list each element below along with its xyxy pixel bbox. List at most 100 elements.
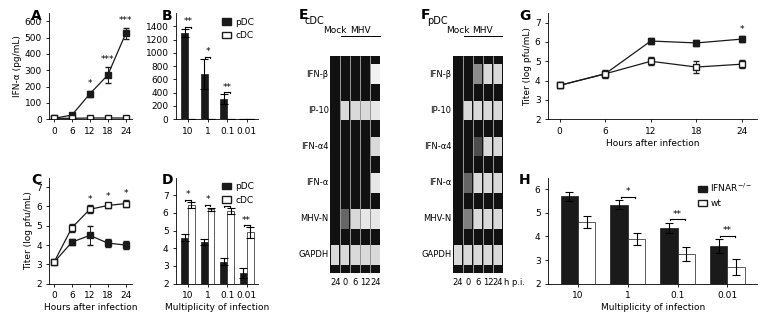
Legend: pDC, cDC: pDC, cDC [222,18,254,40]
Bar [361,100,370,120]
Bar [240,273,247,319]
Bar [371,65,380,84]
Legend: pDC, cDC: pDC, cDC [222,182,254,204]
Bar [371,137,380,156]
Text: IFN-α4: IFN-α4 [424,142,451,151]
Text: F: F [421,7,431,22]
Bar [330,200,380,237]
Text: IP-10: IP-10 [431,106,451,115]
Bar [484,137,492,156]
Text: **: ** [242,215,251,225]
Bar [181,238,188,319]
Bar [463,245,472,265]
Text: D: D [161,173,173,187]
Text: *: * [106,192,110,201]
Bar [453,200,503,237]
Bar [474,173,482,193]
Text: IFN-α4: IFN-α4 [301,142,329,151]
Bar [361,245,370,265]
Text: IFN-α: IFN-α [429,178,451,187]
Text: *: * [88,195,92,203]
Text: **: ** [723,226,732,235]
Text: MHV: MHV [473,26,493,35]
Bar [220,261,227,319]
Bar [494,65,502,84]
Bar [351,245,359,265]
X-axis label: Hours after infection: Hours after infection [44,303,137,312]
Bar [494,100,502,120]
X-axis label: Multiplicity of infection: Multiplicity of infection [165,303,269,312]
Text: ***: *** [101,55,115,64]
Bar [484,65,492,84]
Text: 6: 6 [475,278,481,287]
Y-axis label: Titer (log pfu/mL): Titer (log pfu/mL) [24,191,33,270]
Bar [371,100,380,120]
Text: **: ** [183,17,193,26]
Text: **: ** [223,83,231,92]
Text: H: H [519,173,530,187]
X-axis label: Hours after infection: Hours after infection [606,139,699,148]
Bar [484,209,492,229]
Bar [494,245,502,265]
Bar [484,173,492,193]
Bar [220,99,227,119]
Text: IFN-β: IFN-β [307,70,329,79]
Bar [371,209,380,229]
Bar [201,74,208,119]
Bar [677,254,695,326]
Text: 12: 12 [360,278,371,287]
Bar [463,173,472,193]
Text: MHV: MHV [350,26,371,35]
Bar [341,209,349,229]
Text: 0: 0 [465,278,470,287]
Bar [494,137,502,156]
Text: GAPDH: GAPDH [298,250,329,259]
Bar [610,205,628,326]
Bar [371,245,380,265]
Text: cDC: cDC [304,16,324,26]
Bar [453,165,503,200]
Bar [330,165,380,200]
Text: 6: 6 [352,278,358,287]
Text: A: A [31,9,42,23]
Bar [453,237,503,273]
Text: 24: 24 [492,278,503,287]
Text: *: * [205,47,210,56]
Text: IFN-β: IFN-β [429,70,451,79]
Text: C: C [31,173,42,187]
Text: IP-10: IP-10 [307,106,329,115]
Text: GAPDH: GAPDH [421,250,451,259]
Bar [578,222,595,326]
Text: *: * [626,187,630,196]
Bar [463,100,472,120]
Bar [331,245,339,265]
Text: Mock: Mock [323,26,347,35]
Y-axis label: IFN-α (pg/mL): IFN-α (pg/mL) [13,35,22,97]
Bar [361,209,370,229]
Text: pDC: pDC [427,16,447,26]
Bar [484,245,492,265]
Bar [341,245,349,265]
Text: *: * [186,190,190,199]
Bar [561,196,578,326]
Bar [660,228,677,326]
Bar [474,65,482,84]
Bar [188,205,195,319]
Bar [474,100,482,120]
Bar [330,92,380,128]
Bar [728,267,745,326]
Bar [330,128,380,165]
Text: **: ** [673,210,682,219]
Bar [330,56,380,92]
Bar [463,209,472,229]
Text: **: ** [223,196,231,205]
Bar [628,239,645,326]
Bar [181,33,188,119]
Bar [474,245,482,265]
Bar [484,100,492,120]
Bar [474,137,482,156]
Bar [453,92,503,128]
Bar [454,245,462,265]
Bar [247,232,253,319]
Text: ***: *** [119,16,132,25]
